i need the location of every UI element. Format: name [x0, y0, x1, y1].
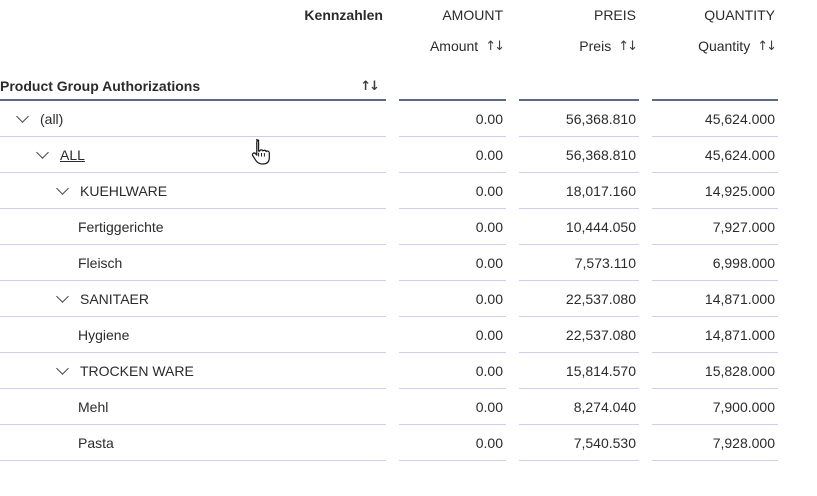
preis-value-cell: 56,368.810: [519, 137, 639, 173]
column-header-preis: PREIS: [593, 7, 636, 23]
quantity-value-cell: 14,925.000: [652, 173, 778, 209]
row-label: Fleisch: [78, 254, 123, 271]
quantity-value-cell: 14,871.000: [652, 317, 778, 353]
table-row: SANITAER 0.00 22,537.080 14,871.000: [0, 281, 817, 317]
collapse-chevron-icon[interactable]: [56, 361, 69, 375]
sort-arrows-icon[interactable]: ↑↓: [485, 38, 505, 54]
row-label: TROCKEN WARE: [80, 362, 194, 379]
tree-node-row-header[interactable]: Fleisch: [0, 245, 386, 281]
tree-node-row-header[interactable]: Hygiene: [0, 317, 386, 353]
column-subheader-label: Preis: [579, 38, 612, 54]
header-underline: [652, 62, 778, 101]
amount-value-cell: 0.00: [399, 209, 506, 245]
row-label: Hygiene: [78, 326, 130, 343]
table-row: KUEHLWARE 0.00 18,017.160 14,925.000: [0, 173, 817, 209]
sort-arrows-icon[interactable]: ↑↓: [360, 79, 380, 94]
row-label: Fertiggerichte: [78, 218, 164, 235]
row-dimension-header-row: Product Group Authorizations ↑↓: [0, 62, 817, 101]
column-header-quantity: QUANTITY: [704, 7, 775, 23]
spacer-cell: [0, 30, 386, 62]
table-row: Fleisch 0.00 7,573.110 6,998.000: [0, 245, 817, 281]
table-row: Pasta 0.00 7,540.530 7,928.000: [0, 425, 817, 461]
row-label: (all): [40, 110, 64, 127]
row-dimension-header[interactable]: Product Group Authorizations ↑↓: [0, 62, 386, 101]
amount-value-cell: 0.00: [399, 245, 506, 281]
amount-value-cell: 0.00: [399, 173, 506, 209]
sort-arrows-icon[interactable]: ↑↓: [757, 38, 777, 54]
measure-header-row: Kennzahlen AMOUNT PREIS QUANTITY: [0, 0, 817, 30]
table-body: (all) 0.00 56,368.810 45,624.000 ALL 0.00 56,3…: [0, 101, 817, 461]
quantity-value-cell: 45,624.000: [652, 137, 778, 173]
quantity-value-cell: 6,998.000: [652, 245, 778, 281]
measure-subheader-row: Amount ↑↓ Preis ↑↓ Quantity ↑↓: [0, 30, 817, 62]
tree-node-row-header[interactable]: KUEHLWARE: [0, 173, 386, 209]
tree-node-row-header[interactable]: TROCKEN WARE: [0, 353, 386, 389]
amount-value-cell: 0.00: [399, 389, 506, 425]
measures-group-label: Kennzahlen: [304, 7, 383, 23]
table-row: Mehl 0.00 8,274.040 7,900.000: [0, 389, 817, 425]
table-row: (all) 0.00 56,368.810 45,624.000: [0, 101, 817, 137]
quantity-value-cell: 14,871.000: [652, 281, 778, 317]
preis-value-cell: 10,444.050: [519, 209, 639, 245]
collapse-chevron-icon[interactable]: [56, 181, 69, 195]
amount-value-cell: 0.00: [399, 425, 506, 461]
column-subheader-label: Amount: [429, 38, 479, 54]
preis-value-cell: 18,017.160: [519, 173, 639, 209]
preis-value-cell: 22,537.080: [519, 317, 639, 353]
amount-value-cell: 0.00: [399, 353, 506, 389]
amount-value-cell: 0.00: [399, 317, 506, 353]
row-label: SANITAER: [80, 290, 149, 307]
column-sort-amount[interactable]: Amount ↑↓: [399, 30, 506, 62]
header-underline: [399, 62, 506, 101]
preis-value-cell: 7,573.110: [519, 245, 639, 281]
quantity-value-cell: 15,828.000: [652, 353, 778, 389]
tree-node-row-header[interactable]: Fertiggerichte: [0, 209, 386, 245]
preis-value-cell: 56,368.810: [519, 101, 639, 137]
table-row: Hygiene 0.00 22,537.080 14,871.000: [0, 317, 817, 353]
column-sort-quantity[interactable]: Quantity ↑↓: [652, 30, 778, 62]
column-header-amount: AMOUNT: [442, 7, 503, 23]
column-sort-preis[interactable]: Preis ↑↓: [519, 30, 639, 62]
amount-value-cell: 0.00: [399, 281, 506, 317]
header-underline: [519, 62, 639, 101]
collapse-chevron-icon[interactable]: [16, 109, 29, 123]
quantity-value-cell: 7,927.000: [652, 209, 778, 245]
tree-node-row-header[interactable]: ALL: [0, 137, 386, 173]
collapse-chevron-icon[interactable]: [56, 289, 69, 303]
pivot-table: Kennzahlen AMOUNT PREIS QUANTITY Amount …: [0, 0, 817, 461]
row-label: KUEHLWARE: [80, 182, 168, 199]
tree-node-row-header[interactable]: SANITAER: [0, 281, 386, 317]
quantity-value-cell: 45,624.000: [652, 101, 778, 137]
tree-node-row-header[interactable]: Mehl: [0, 389, 386, 425]
amount-value-cell: 0.00: [399, 101, 506, 137]
sort-arrows-icon[interactable]: ↑↓: [618, 38, 638, 54]
quantity-value-cell: 7,900.000: [652, 389, 778, 425]
amount-value-cell: 0.00: [399, 137, 506, 173]
collapse-chevron-icon[interactable]: [36, 145, 49, 159]
row-label: Mehl: [78, 398, 109, 415]
tree-node-row-header[interactable]: (all): [0, 101, 386, 137]
column-subheader-label: Quantity: [698, 38, 751, 54]
quantity-value-cell: 7,928.000: [652, 425, 778, 461]
row-label: Pasta: [78, 434, 114, 451]
table-row: Fertiggerichte 0.00 10,444.050 7,927.000: [0, 209, 817, 245]
preis-value-cell: 22,537.080: [519, 281, 639, 317]
preis-value-cell: 7,540.530: [519, 425, 639, 461]
row-dimension-label: Product Group Authorizations: [0, 78, 201, 94]
preis-value-cell: 8,274.040: [519, 389, 639, 425]
table-row: ALL 0.00 56,368.810 45,624.000: [0, 137, 817, 173]
preis-value-cell: 15,814.570: [519, 353, 639, 389]
table-row: TROCKEN WARE 0.00 15,814.570 15,828.000: [0, 353, 817, 389]
tree-node-row-header[interactable]: Pasta: [0, 425, 386, 461]
row-label[interactable]: ALL: [60, 146, 85, 163]
